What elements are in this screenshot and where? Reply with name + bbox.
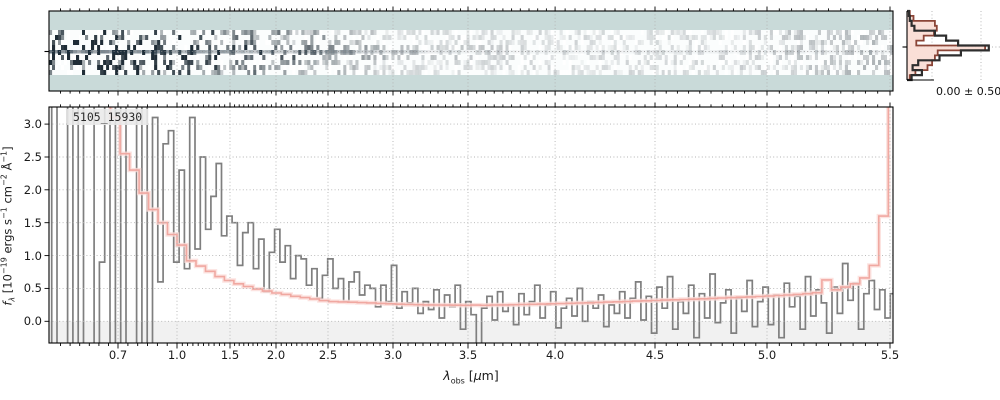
x-axis-label: λobs [μm] (443, 368, 498, 386)
x-tick-label: 5.5 (880, 348, 900, 362)
hist-data-outline (907, 9, 990, 82)
ylabel-lambda-sub: λ (7, 296, 17, 302)
spectrum-2d-panel (49, 11, 893, 91)
ylabel-exp19: −19 (0, 257, 9, 275)
y-tick-label: 2.5 (23, 150, 42, 164)
ylabel-exp-s: −1 (0, 207, 9, 219)
y-tick-label: 3.0 (23, 117, 42, 132)
ylabel-exp-a: −1 (0, 150, 9, 163)
ylabel-cm: cm (0, 185, 15, 208)
ylabel-angstrom: Å (0, 162, 15, 175)
xlabel-bracket: [ (464, 368, 474, 383)
x-tick-label: 1.0 (167, 348, 187, 362)
y-axis-label: fλ [10−19 ergs s−1 cm−2 Å−1] (0, 146, 17, 305)
error-step-line (109, 107, 890, 307)
xlabel-lambda: λ (443, 368, 451, 383)
profile-histogram-panel (902, 9, 1000, 82)
axis-ticks (44, 6, 891, 349)
x-tick-label: 1.5 (220, 348, 240, 362)
x-tick-label: 3.5 (458, 348, 478, 362)
x-tick-label: 5.0 (757, 348, 777, 362)
ylabel-base: [10 (0, 274, 15, 297)
x-tick-label: 0.7 (108, 348, 128, 362)
xlabel-mu: μ (473, 368, 482, 383)
1d-frame (48, 106, 894, 344)
y-tick-label: 0.5 (23, 281, 42, 296)
ylabel-close: ] (0, 146, 15, 151)
2d-noise-pixels (49, 30, 894, 75)
target-id-label: 5105_15930 (67, 109, 149, 125)
x-tick-label: 3.0 (383, 348, 403, 362)
x-tick-label: 4.0 (545, 348, 565, 362)
hist-model-outline (907, 10, 986, 81)
spectrum-1d-panel (49, 107, 893, 343)
y-tick-label: 0.0 (23, 314, 42, 329)
ylabel-exp-cm: −2 (0, 174, 9, 186)
ylabel-ergs: ergs s (0, 218, 15, 258)
x-tick-label: 2.5 (318, 348, 338, 362)
x-tick-label: 4.5 (645, 348, 665, 362)
y-tick-label: 1.5 (23, 215, 42, 230)
y-tick-label: 1.0 (23, 248, 42, 263)
xlabel-obs-sub: obs (450, 376, 465, 386)
y-tick-label: 2.0 (23, 182, 42, 197)
ylabel-f: f (0, 301, 15, 306)
xlabel-unit: m] (481, 368, 499, 383)
flux-step-line (50, 107, 893, 343)
1d-gridlines (49, 107, 893, 343)
hist-stats-annotation: 0.00 ± 0.50 (936, 85, 1000, 98)
x-tick-label: 2.0 (266, 348, 286, 362)
